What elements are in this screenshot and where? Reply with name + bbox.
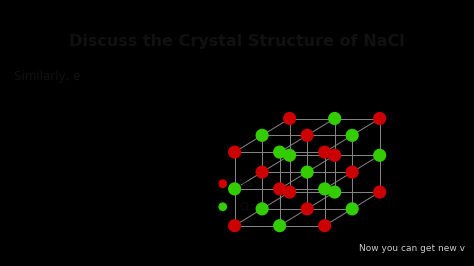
Point xyxy=(219,181,227,186)
Point xyxy=(321,187,328,191)
Point xyxy=(348,133,356,138)
Point xyxy=(321,150,328,154)
Point xyxy=(231,223,238,228)
Point xyxy=(331,190,338,194)
Point xyxy=(331,117,338,121)
Text: Na⁺: Na⁺ xyxy=(239,179,258,189)
Point xyxy=(376,153,383,157)
Point xyxy=(348,207,356,211)
Point xyxy=(376,117,383,121)
Point xyxy=(276,223,283,228)
Point xyxy=(258,170,266,174)
Point xyxy=(348,170,356,174)
Point xyxy=(286,153,293,157)
Point xyxy=(303,133,311,138)
Point xyxy=(331,153,338,157)
Point xyxy=(258,207,266,211)
Point xyxy=(219,205,227,209)
Point xyxy=(303,170,311,174)
Point xyxy=(376,190,383,194)
Text: Discuss the Crystal Structure of NaCl: Discuss the Crystal Structure of NaCl xyxy=(69,35,405,49)
Point xyxy=(286,190,293,194)
Point xyxy=(321,223,328,228)
Point xyxy=(258,133,266,138)
Text: Similarly, e: Similarly, e xyxy=(14,70,81,83)
Point xyxy=(276,187,283,191)
Point xyxy=(231,187,238,191)
Point xyxy=(286,117,293,121)
Text: Now you can get new v: Now you can get new v xyxy=(358,244,465,253)
Text: Cl⁻: Cl⁻ xyxy=(239,202,254,212)
Point xyxy=(231,150,238,154)
Point xyxy=(303,207,311,211)
Point xyxy=(276,150,283,154)
